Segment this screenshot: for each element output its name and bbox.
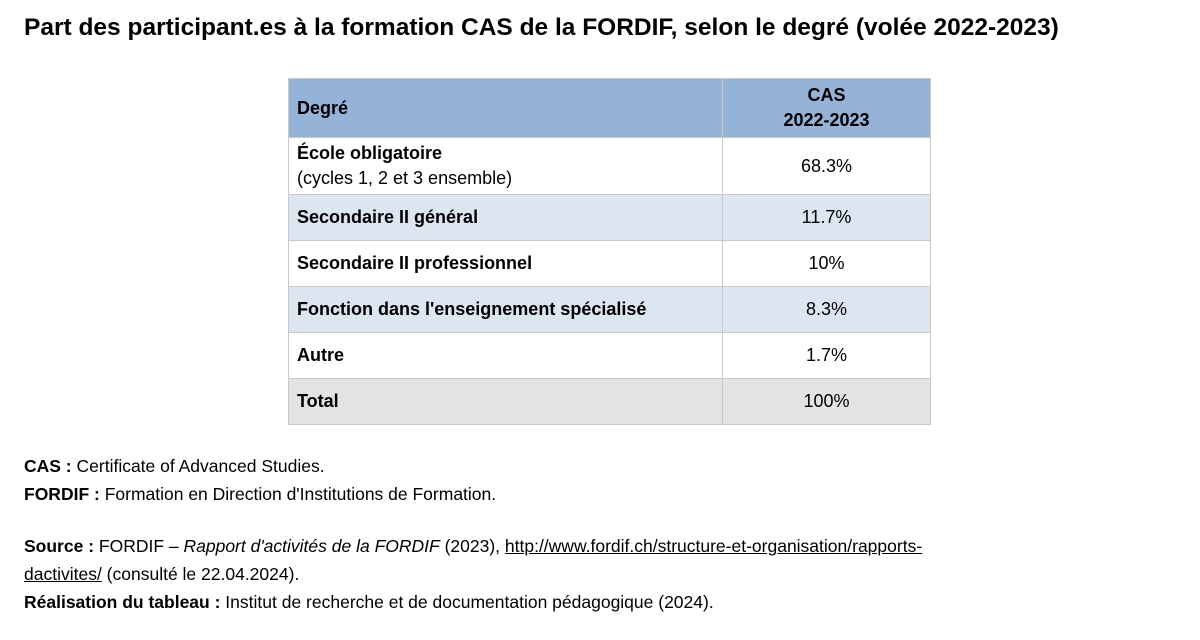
notes-section: CAS : Certificate of Advanced Studies. F…	[24, 452, 1184, 616]
note-source-year: (2023),	[439, 536, 505, 556]
column-header-cas: CAS 2022-2023	[722, 78, 931, 138]
row-label-cell: École obligatoire (cycles 1, 2 et 3 ense…	[288, 137, 723, 195]
column-header-degre: Degré	[288, 78, 723, 138]
table-row: Autre 1.7%	[288, 332, 931, 379]
column-header-cas-line1: CAS	[807, 85, 846, 105]
data-table: Degré CAS 2022-2023 École obligatoire (c…	[288, 78, 931, 425]
note-source-consulted: (consulté le 22.04.2024).	[101, 564, 300, 584]
row-value: 11.7%	[722, 194, 931, 241]
note-fordif: FORDIF : Formation en Direction d'Instit…	[24, 480, 1184, 508]
column-header-cas-line2: 2022-2023	[783, 110, 870, 130]
row-label-total: Total	[288, 378, 723, 425]
note-cas-definition: Certificate of Advanced Studies.	[71, 456, 325, 476]
row-value: 10%	[722, 240, 931, 287]
table-row: Fonction dans l'enseignement spécialisé …	[288, 286, 931, 333]
row-value: 68.3%	[722, 137, 931, 195]
table-header-row: Degré CAS 2022-2023	[288, 78, 931, 138]
row-label: Fonction dans l'enseignement spécialisé	[288, 286, 723, 333]
note-source-term: Source :	[24, 536, 95, 556]
note-cas-term: CAS :	[24, 456, 72, 476]
row-label: École obligatoire	[297, 143, 443, 163]
source-link-part2[interactable]: dactivites/	[24, 564, 102, 584]
notes-spacer	[24, 508, 1184, 532]
row-value: 8.3%	[722, 286, 931, 333]
table-row: Secondaire II professionnel 10%	[288, 240, 931, 287]
row-label: Autre	[288, 332, 723, 379]
page-title: Part des participant.es à la formation C…	[24, 14, 1059, 41]
row-value: 1.7%	[722, 332, 931, 379]
table-row: École obligatoire (cycles 1, 2 et 3 ense…	[288, 137, 931, 195]
table-total-row: Total 100%	[288, 378, 931, 425]
note-source: Source : FORDIF – Rapport d'activités de…	[24, 532, 1184, 588]
note-fordif-definition: Formation en Direction d'Institutions de…	[99, 484, 497, 504]
note-realisation-definition: Institut de recherche et de documentatio…	[220, 592, 714, 612]
note-source-prefix: FORDIF –	[94, 536, 184, 556]
row-label: Secondaire II professionnel	[288, 240, 723, 287]
table-row: Secondaire II général 11.7%	[288, 194, 931, 241]
row-value-total: 100%	[722, 378, 931, 425]
source-link[interactable]: http://www.fordif.ch/structure-et-organi…	[24, 536, 922, 584]
note-fordif-term: FORDIF :	[24, 484, 100, 504]
note-source-title: Rapport d'activités de la FORDIF	[183, 536, 440, 556]
note-realisation-term: Réalisation du tableau :	[24, 592, 221, 612]
source-link-part1[interactable]: http://www.fordif.ch/structure-et-organi…	[504, 536, 923, 556]
note-cas: CAS : Certificate of Advanced Studies.	[24, 452, 1184, 480]
note-realisation: Réalisation du tableau : Institut de rec…	[24, 588, 1184, 616]
row-label: Secondaire II général	[288, 194, 723, 241]
row-sublabel: (cycles 1, 2 et 3 ensemble)	[297, 168, 513, 188]
